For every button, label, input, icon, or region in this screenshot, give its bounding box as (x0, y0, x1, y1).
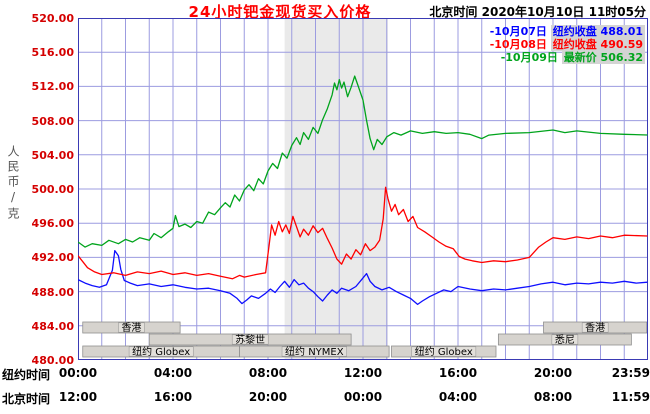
x-tick-label: 23:59 (611, 366, 650, 380)
session-bar: 香港 (543, 321, 648, 334)
chart-title: 24小时钯金现货买入价格 (188, 3, 372, 21)
price-line-10月07日 (78, 249, 648, 306)
session-bar-label: 纽约 Globex (132, 345, 190, 358)
x-tick-label: 00:00 (343, 390, 383, 404)
session-bar: 苏黎世 (148, 333, 352, 346)
x-tick-label: 16:00 (153, 390, 193, 404)
y-tick-label: 520.00 (31, 12, 74, 25)
x-tick-label: 11:59 (611, 390, 650, 404)
x-tick-label: 16:00 (438, 366, 478, 380)
y-tick-label: 492.00 (31, 251, 74, 265)
legend-date: -10月07日 (489, 25, 551, 38)
beijing-timestamp: 北京时间 2020年10月10日 11时05分 (429, 3, 646, 20)
session-label-chip (118, 322, 145, 333)
session-bar: 纽约 NYMEX (239, 345, 390, 358)
x-tick-label: 04:00 (153, 366, 193, 380)
session-bar: 悉尼 (497, 333, 632, 346)
session-bar-label: 苏黎世 (235, 333, 265, 346)
timestamp-value: 2020年10月10日 11时05分 (481, 5, 646, 19)
x-axis-row-label: 纽约时间 (2, 368, 51, 382)
x-tick-label: 08:00 (533, 390, 573, 404)
legend-item: -10月08日 纽约收盘 490.59 (490, 38, 645, 51)
legend-value: 纽约收盘 488.01 (550, 25, 645, 38)
y-tick-label: 488.00 (31, 285, 74, 299)
x-tick-label: 20:00 (533, 366, 573, 380)
session-bar: 纽约 Globex (82, 345, 240, 358)
legend-date: -10月08日 (489, 38, 551, 51)
x-axis-beijing-row: 北京时间 12:00 16:00 20:00 00:00 04:00 08:00 11:59 (0, 390, 650, 406)
y-tick-label: 508.00 (31, 114, 74, 128)
session-bar-label: 纽约 Globex (415, 345, 473, 358)
y-tick-label: 500.00 (31, 183, 74, 196)
x-axis-newyork-row: 纽约时间 00:00 04:00 08:00 12:00 16:00 20:00 23:59 (0, 366, 650, 382)
y-tick-label: 484.00 (31, 319, 74, 333)
session-label-chip (581, 322, 609, 333)
legend-value: 纽约收盘 490.59 (550, 38, 645, 51)
session-bar: 香港 (82, 321, 181, 334)
legend-item: -10月09日 最新价 506.32 (490, 51, 645, 64)
y-axis-unit-label: 人民币/克 (6, 145, 20, 222)
price-line-10月09日 (78, 75, 648, 248)
session-bar-label: 纽约 NYMEX (285, 345, 344, 358)
plot-border (78, 18, 648, 360)
session-label-chip (411, 346, 477, 357)
x-tick-label: 20:00 (248, 390, 288, 404)
x-tick-label: 12:00 (343, 366, 383, 380)
x-tick-label: 08:00 (248, 366, 288, 380)
session-bar-label: 悉尼 (555, 334, 575, 346)
session-bar-label: 香港 (585, 322, 605, 334)
session-bar-label: 香港 (121, 322, 141, 334)
session-label-chip (231, 334, 269, 345)
x-tick-label: 04:00 (438, 390, 478, 404)
session-label-chip (128, 346, 194, 357)
session-label-chip (281, 346, 347, 357)
legend-value: 最新价 506.32 (561, 51, 645, 64)
legend: -10月07日 纽约收盘 488.01 -10月08日 纽约收盘 490.59 -1… (490, 25, 645, 64)
y-tick-label: 496.00 (31, 217, 74, 231)
price-line-10月08日 (78, 186, 648, 280)
y-tick-label: 504.00 (31, 148, 74, 162)
session-bar: 纽约 Globex (391, 345, 497, 358)
x-axis-row-label: 北京时间 (2, 392, 51, 406)
legend-date: -10月09日 (500, 51, 562, 64)
x-tick-label: 00:00 (58, 366, 98, 380)
x-tick-label: 12:00 (58, 390, 98, 404)
legend-item: -10月07日 纽约收盘 488.01 (490, 25, 645, 38)
y-tick-label: 512.00 (31, 80, 74, 94)
session-label-chip (551, 334, 579, 345)
timestamp-label: 北京时间 (429, 5, 478, 19)
y-tick-label: 516.00 (31, 46, 74, 60)
